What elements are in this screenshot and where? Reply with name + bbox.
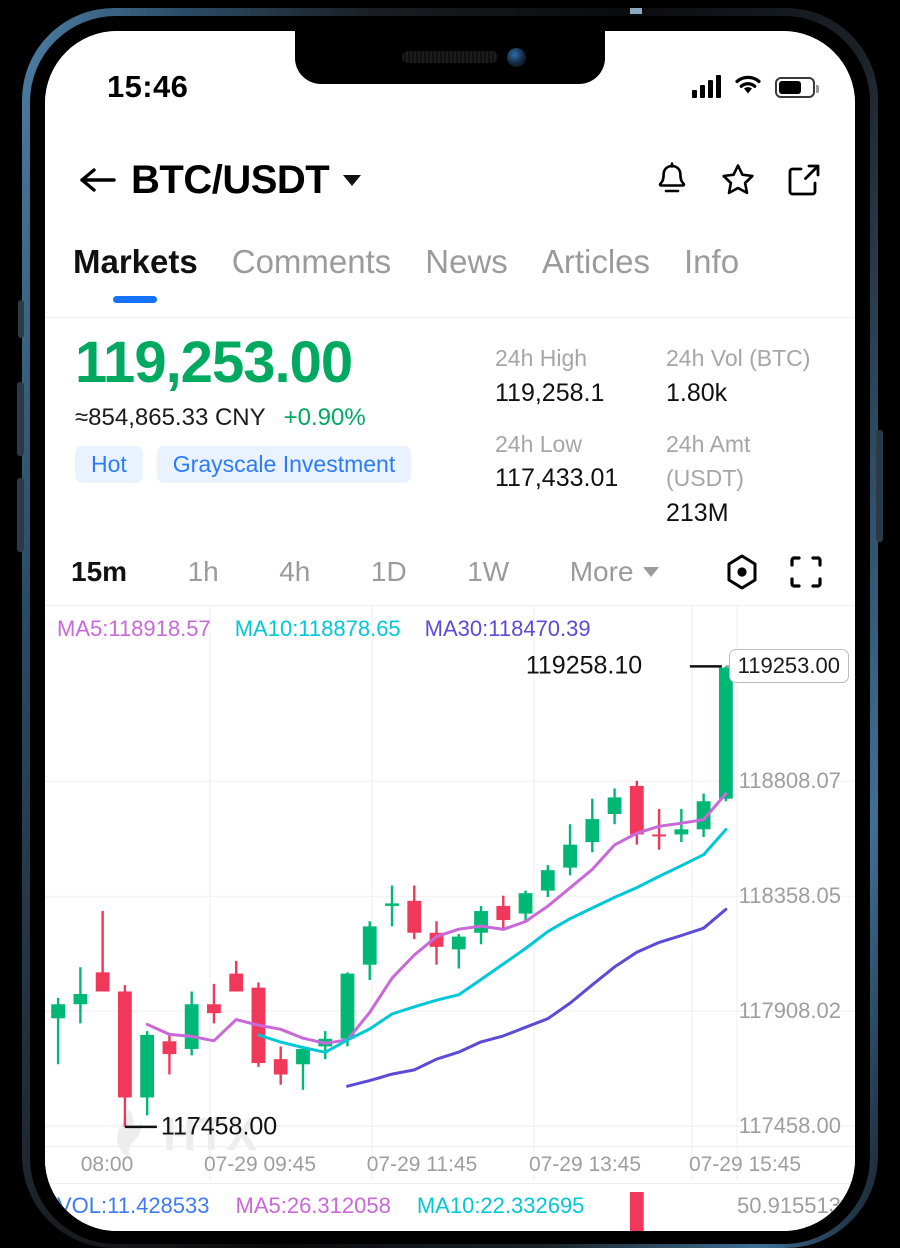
- chart-high-label: 119258.10: [525, 651, 643, 680]
- tab-info[interactable]: Info: [684, 243, 740, 280]
- stat-label: 24h Vol (BTC): [666, 345, 811, 371]
- page-title: BTC/USDT: [131, 157, 330, 202]
- bell-icon[interactable]: [647, 155, 697, 205]
- timeframe-4h[interactable]: 4h: [279, 556, 311, 587]
- timeframe-15m[interactable]: 15m: [71, 556, 128, 587]
- indicator-settings-icon[interactable]: [719, 549, 765, 595]
- stat-label: 24h Amt (USDT): [666, 430, 751, 492]
- chevron-down-icon[interactable]: [343, 174, 362, 186]
- back-arrow-icon[interactable]: [75, 157, 121, 203]
- x-axis-label: 07-29 15:45: [688, 1153, 802, 1176]
- battery-icon: [775, 76, 819, 98]
- cellular-signal-icon: [692, 75, 721, 98]
- timeframe-1w[interactable]: 1W: [467, 556, 510, 587]
- status-bar-indicators: [692, 74, 819, 101]
- stat-label: 24h Low: [495, 430, 582, 457]
- chevron-down-icon: [642, 567, 659, 577]
- device-frame: 15:46 BTC/USDT: [0, 0, 900, 1218]
- volume-legend: VOL:11.428533 MA5:26.312058 MA10:22.3326…: [57, 1193, 584, 1219]
- tag-row: Hot Grayscale Investment: [75, 445, 495, 483]
- vol-legend-ma5: MA5:26.312058: [235, 1193, 391, 1218]
- timeframe-more-label: More: [569, 556, 634, 587]
- tab-articles[interactable]: Articles: [541, 243, 650, 280]
- market-stats: 24h High 119,258.1 24h Vol (BTC) 1.80k 2…: [495, 331, 825, 531]
- status-bar-time: 15:46: [107, 69, 189, 104]
- device-notch: [295, 31, 605, 84]
- mute-switch[interactable]: [18, 300, 24, 338]
- tag-hot[interactable]: Hot: [75, 445, 143, 483]
- vol-legend-vol: VOL:11.428533: [57, 1193, 210, 1218]
- stat-24h-vol-btc: 24h Vol (BTC) 1.80k: [666, 341, 825, 411]
- volume-up-button[interactable]: [17, 382, 24, 456]
- phone-screen: 15:46 BTC/USDT: [45, 31, 855, 1231]
- candlestick-canvas: [45, 606, 855, 1231]
- wifi-icon: [733, 74, 763, 101]
- last-price: 119,253.00: [75, 330, 353, 395]
- current-price-tag: 119253.00: [728, 649, 849, 684]
- section-tabs: Markets Comments News Articles Info: [45, 239, 855, 317]
- timeframe-divider: [45, 605, 855, 606]
- x-axis: 08:00 07-29 09:45 07-29 11:45 07-29 13:45 07…: [45, 1146, 855, 1182]
- vol-legend-ma10: MA10:22.332695: [416, 1193, 585, 1218]
- stat-label: 24h High: [495, 345, 588, 371]
- timeframe-bar: 15m 1h 4h 1D 1W More: [45, 539, 855, 605]
- stat-value: 119,258.1: [495, 378, 605, 407]
- price-chart[interactable]: MA5:118918.57 MA10:118878.65 MA30:118470…: [45, 606, 855, 1231]
- ma30-legend: MA30:118470.39: [424, 616, 591, 641]
- timeframe-1h[interactable]: 1h: [187, 556, 219, 587]
- app-header: BTC/USDT: [45, 137, 855, 223]
- stat-24h-high: 24h High 119,258.1: [495, 341, 654, 411]
- tabs-divider: [45, 317, 855, 318]
- power-button[interactable]: [876, 430, 883, 542]
- volume-axis-max: 50.915513: [737, 1193, 841, 1218]
- ma5-legend: MA5:118918.57: [57, 616, 211, 641]
- stat-24h-low: 24h Low 117,433.01: [495, 427, 654, 531]
- volume-panel: VOL:11.428533 MA5:26.312058 MA10:22.3326…: [45, 1183, 855, 1231]
- fullscreen-icon[interactable]: [783, 549, 829, 595]
- x-axis-label: 07-29 13:45: [528, 1153, 642, 1176]
- price-subrow: ≈854,865.33 CNY +0.90%: [75, 404, 495, 432]
- status-bar: 15:46: [45, 31, 855, 115]
- front-camera: [507, 48, 526, 67]
- share-icon[interactable]: [779, 155, 829, 205]
- timeframe-1d[interactable]: 1D: [370, 556, 407, 587]
- stat-value: 213M: [666, 498, 729, 527]
- x-axis-label: 07-29 09:45: [203, 1153, 317, 1176]
- stat-value: 117,433.01: [495, 464, 619, 493]
- x-axis-label: 08:00: [80, 1153, 134, 1176]
- stat-24h-amt-usdt: 24h Amt (USDT) 213M: [666, 427, 825, 531]
- x-axis-label: 07-29 11:45: [366, 1153, 478, 1176]
- chart-low-label: 117458.00: [160, 1112, 278, 1141]
- tab-news[interactable]: News: [425, 243, 508, 280]
- tab-markets[interactable]: Markets: [73, 239, 198, 281]
- ma10-legend: MA10:118878.65: [234, 616, 401, 641]
- ma-legend: MA5:118918.57 MA10:118878.65 MA30:118470…: [57, 616, 591, 642]
- change-percent: +0.90%: [283, 403, 366, 431]
- timeframe-more-button[interactable]: More: [570, 556, 659, 588]
- tab-comments[interactable]: Comments: [231, 243, 392, 280]
- trading-app: 15:46 BTC/USDT: [45, 31, 855, 1231]
- stat-value: 1.80k: [666, 378, 728, 407]
- tag-grayscale-investment[interactable]: Grayscale Investment: [156, 445, 412, 483]
- star-icon[interactable]: [713, 155, 763, 205]
- antenna-line: [630, 8, 642, 14]
- volume-down-button[interactable]: [17, 478, 24, 552]
- earpiece-speaker: [402, 51, 498, 63]
- ticker-summary: 119,253.00 ≈854,865.33 CNY +0.90% Hot Gr…: [45, 330, 855, 531]
- fiat-value: ≈854,865.33 CNY: [75, 403, 266, 431]
- price-block: 119,253.00 ≈854,865.33 CNY +0.90% Hot Gr…: [75, 330, 495, 531]
